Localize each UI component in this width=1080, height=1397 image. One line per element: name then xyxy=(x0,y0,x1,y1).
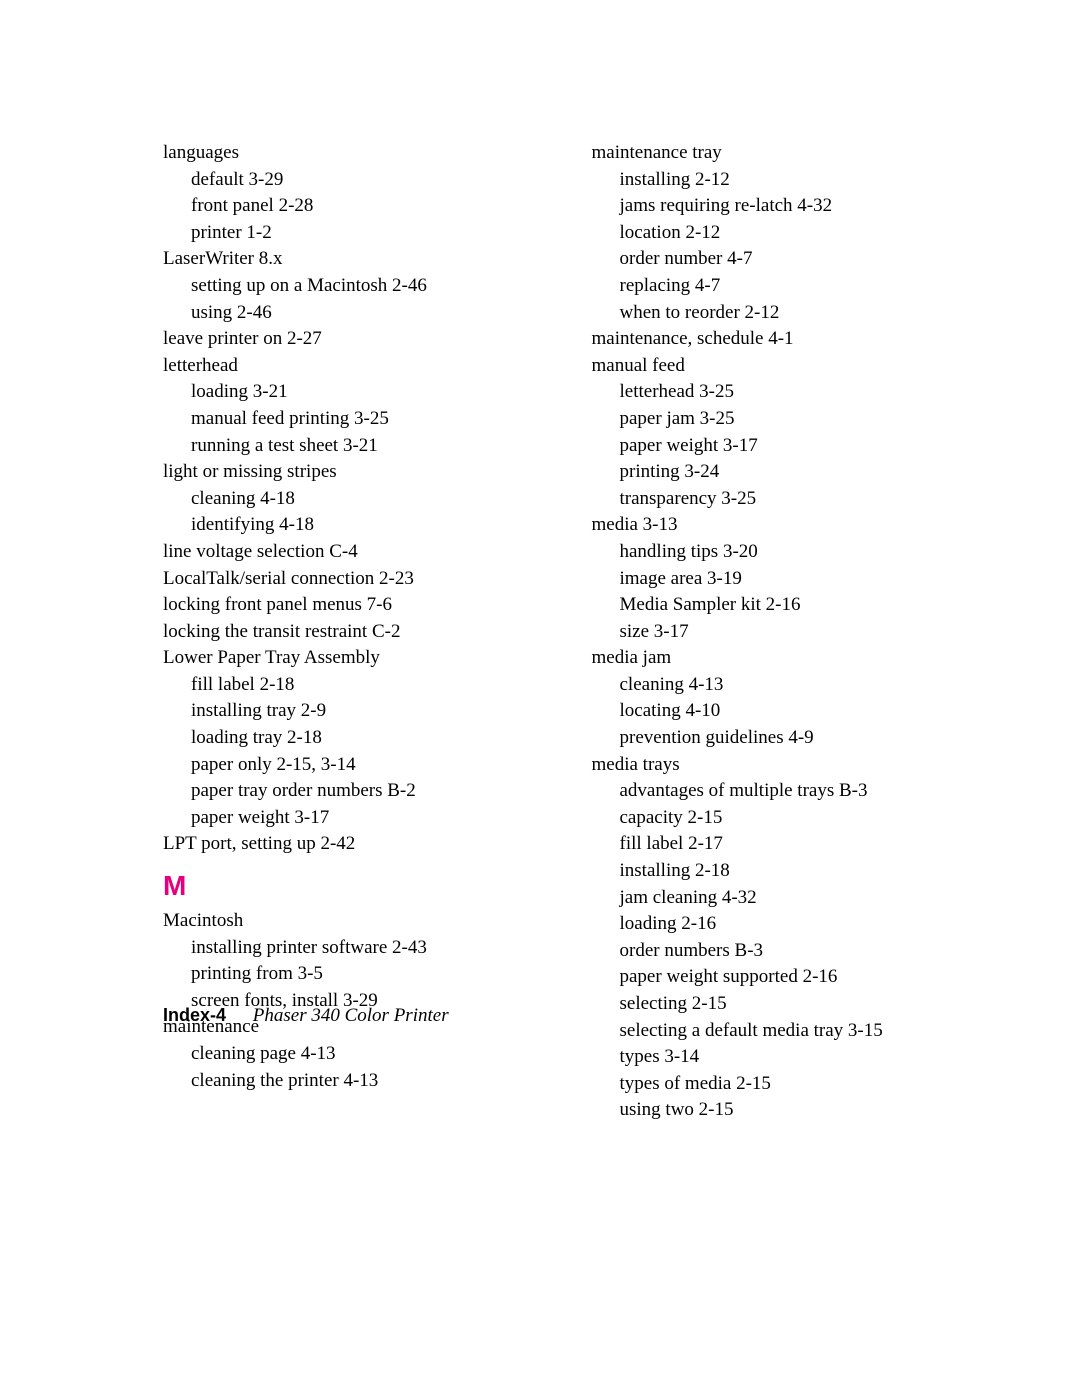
index-entry: installing 2-18 xyxy=(620,858,981,885)
index-entry: image area 3-19 xyxy=(620,566,981,593)
index-entry: leave printer on 2-27 xyxy=(163,326,552,353)
index-entry: handling tips 3-20 xyxy=(620,539,981,566)
index-entry: languages xyxy=(163,140,552,167)
index-entry: transparency 3-25 xyxy=(620,486,981,513)
index-entry: when to reorder 2-12 xyxy=(620,300,981,327)
index-entry: letterhead 3-25 xyxy=(620,379,981,406)
manual-title: Phaser 340 Color Printer xyxy=(253,1005,449,1026)
index-entry: cleaning page 4-13 xyxy=(191,1041,552,1068)
page-number: Index-4 xyxy=(163,1005,226,1025)
index-columns: languagesdefault 3-29front panel 2-28pri… xyxy=(163,140,980,1124)
index-entry: locking front panel menus 7-6 xyxy=(163,592,552,619)
index-entry: cleaning 4-18 xyxy=(191,486,552,513)
index-entry: Macintosh xyxy=(163,908,552,935)
index-entry: front panel 2-28 xyxy=(191,193,552,220)
index-entry: LaserWriter 8.x xyxy=(163,246,552,273)
index-entry: line voltage selection C-4 xyxy=(163,539,552,566)
index-entry: running a test sheet 3-21 xyxy=(191,433,552,460)
index-entry: printing 3-24 xyxy=(620,459,981,486)
index-entry: cleaning 4-13 xyxy=(620,672,981,699)
index-entry: paper jam 3-25 xyxy=(620,406,981,433)
index-entry: installing 2-12 xyxy=(620,167,981,194)
index-entry: fill label 2-17 xyxy=(620,831,981,858)
index-entry: order numbers B-3 xyxy=(620,938,981,965)
index-entry: using two 2-15 xyxy=(620,1097,981,1124)
index-entry: manual feed printing 3-25 xyxy=(191,406,552,433)
index-entry: selecting 2-15 xyxy=(620,991,981,1018)
index-entry: advantages of multiple trays B-3 xyxy=(620,778,981,805)
index-entry: identifying 4-18 xyxy=(191,512,552,539)
section-letter: M xyxy=(163,870,552,902)
index-entry: installing tray 2-9 xyxy=(191,698,552,725)
index-page: languagesdefault 3-29front panel 2-28pri… xyxy=(0,0,1080,1184)
index-entry: printer 1-2 xyxy=(191,220,552,247)
index-entry: installing printer software 2-43 xyxy=(191,935,552,962)
index-entry: LPT port, setting up 2-42 xyxy=(163,831,552,858)
index-entry: LocalTalk/serial connection 2-23 xyxy=(163,566,552,593)
index-entry: paper weight supported 2-16 xyxy=(620,964,981,991)
index-entry: prevention guidelines 4-9 xyxy=(620,725,981,752)
index-entry: using 2-46 xyxy=(191,300,552,327)
index-entry: paper weight 3-17 xyxy=(620,433,981,460)
index-entry: types 3-14 xyxy=(620,1044,981,1071)
index-entry: setting up on a Macintosh 2-46 xyxy=(191,273,552,300)
page-footer: Index-4 Phaser 340 Color Printer xyxy=(163,1005,449,1027)
index-entry: jams requiring re-latch 4-32 xyxy=(620,193,981,220)
index-entry: selecting a default media tray 3-15 xyxy=(620,1018,981,1045)
index-entry: media 3-13 xyxy=(592,512,981,539)
index-entry: media jam xyxy=(592,645,981,672)
index-entry: maintenance tray xyxy=(592,140,981,167)
index-entry: size 3-17 xyxy=(620,619,981,646)
index-entry: cleaning the printer 4-13 xyxy=(191,1068,552,1095)
index-entry: replacing 4-7 xyxy=(620,273,981,300)
index-entry: manual feed xyxy=(592,353,981,380)
index-entry: Media Sampler kit 2-16 xyxy=(620,592,981,619)
index-entry: fill label 2-18 xyxy=(191,672,552,699)
index-entry: light or missing stripes xyxy=(163,459,552,486)
index-entry: paper tray order numbers B-2 xyxy=(191,778,552,805)
index-entry: loading tray 2-18 xyxy=(191,725,552,752)
index-entry: printing from 3-5 xyxy=(191,961,552,988)
right-column: maintenance trayinstalling 2-12jams requ… xyxy=(592,140,981,1124)
index-entry: locating 4-10 xyxy=(620,698,981,725)
index-entry: Lower Paper Tray Assembly xyxy=(163,645,552,672)
index-entry: location 2-12 xyxy=(620,220,981,247)
index-entry: paper weight 3-17 xyxy=(191,805,552,832)
index-entry: types of media 2-15 xyxy=(620,1071,981,1098)
index-entry: order number 4-7 xyxy=(620,246,981,273)
index-entry: paper only 2-15, 3-14 xyxy=(191,752,552,779)
index-entry: jam cleaning 4-32 xyxy=(620,885,981,912)
index-entry: capacity 2-15 xyxy=(620,805,981,832)
index-entry: loading 2-16 xyxy=(620,911,981,938)
left-column: languagesdefault 3-29front panel 2-28pri… xyxy=(163,140,552,1124)
index-entry: letterhead xyxy=(163,353,552,380)
index-entry: loading 3-21 xyxy=(191,379,552,406)
index-entry: locking the transit restraint C-2 xyxy=(163,619,552,646)
index-entry: maintenance, schedule 4-1 xyxy=(592,326,981,353)
index-entry: default 3-29 xyxy=(191,167,552,194)
index-entry: media trays xyxy=(592,752,981,779)
